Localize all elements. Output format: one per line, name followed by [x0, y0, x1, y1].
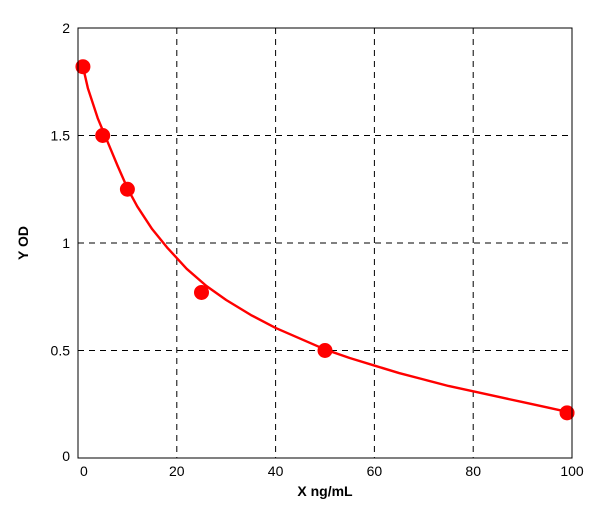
chart-container: 0 20 40 60 80 100 0 0.5 1 1.5 2 X ng/mL Y OD	[0, 0, 600, 516]
x-tick-label: 20	[169, 463, 185, 479]
y-tick-label: 0	[62, 448, 70, 464]
y-tick-label: 0.5	[51, 343, 71, 359]
x-tick-label: 60	[367, 463, 383, 479]
data-point	[318, 344, 332, 358]
chart-svg: 0 20 40 60 80 100 0 0.5 1 1.5 2 X ng/mL Y OD	[0, 0, 600, 516]
y-tick-label: 1	[62, 235, 70, 251]
x-axis-label: X ng/mL	[297, 483, 353, 499]
data-point	[120, 182, 134, 196]
data-point	[195, 285, 209, 299]
x-tick-label: 80	[465, 463, 481, 479]
y-tick-label: 2	[62, 20, 70, 36]
x-tick-label: 100	[560, 463, 584, 479]
y-axis-label: Y OD	[15, 226, 31, 260]
x-tick-label: 40	[268, 463, 284, 479]
y-tick-label: 1.5	[51, 128, 71, 144]
x-tick-label: 0	[80, 463, 88, 479]
data-point	[96, 129, 110, 143]
